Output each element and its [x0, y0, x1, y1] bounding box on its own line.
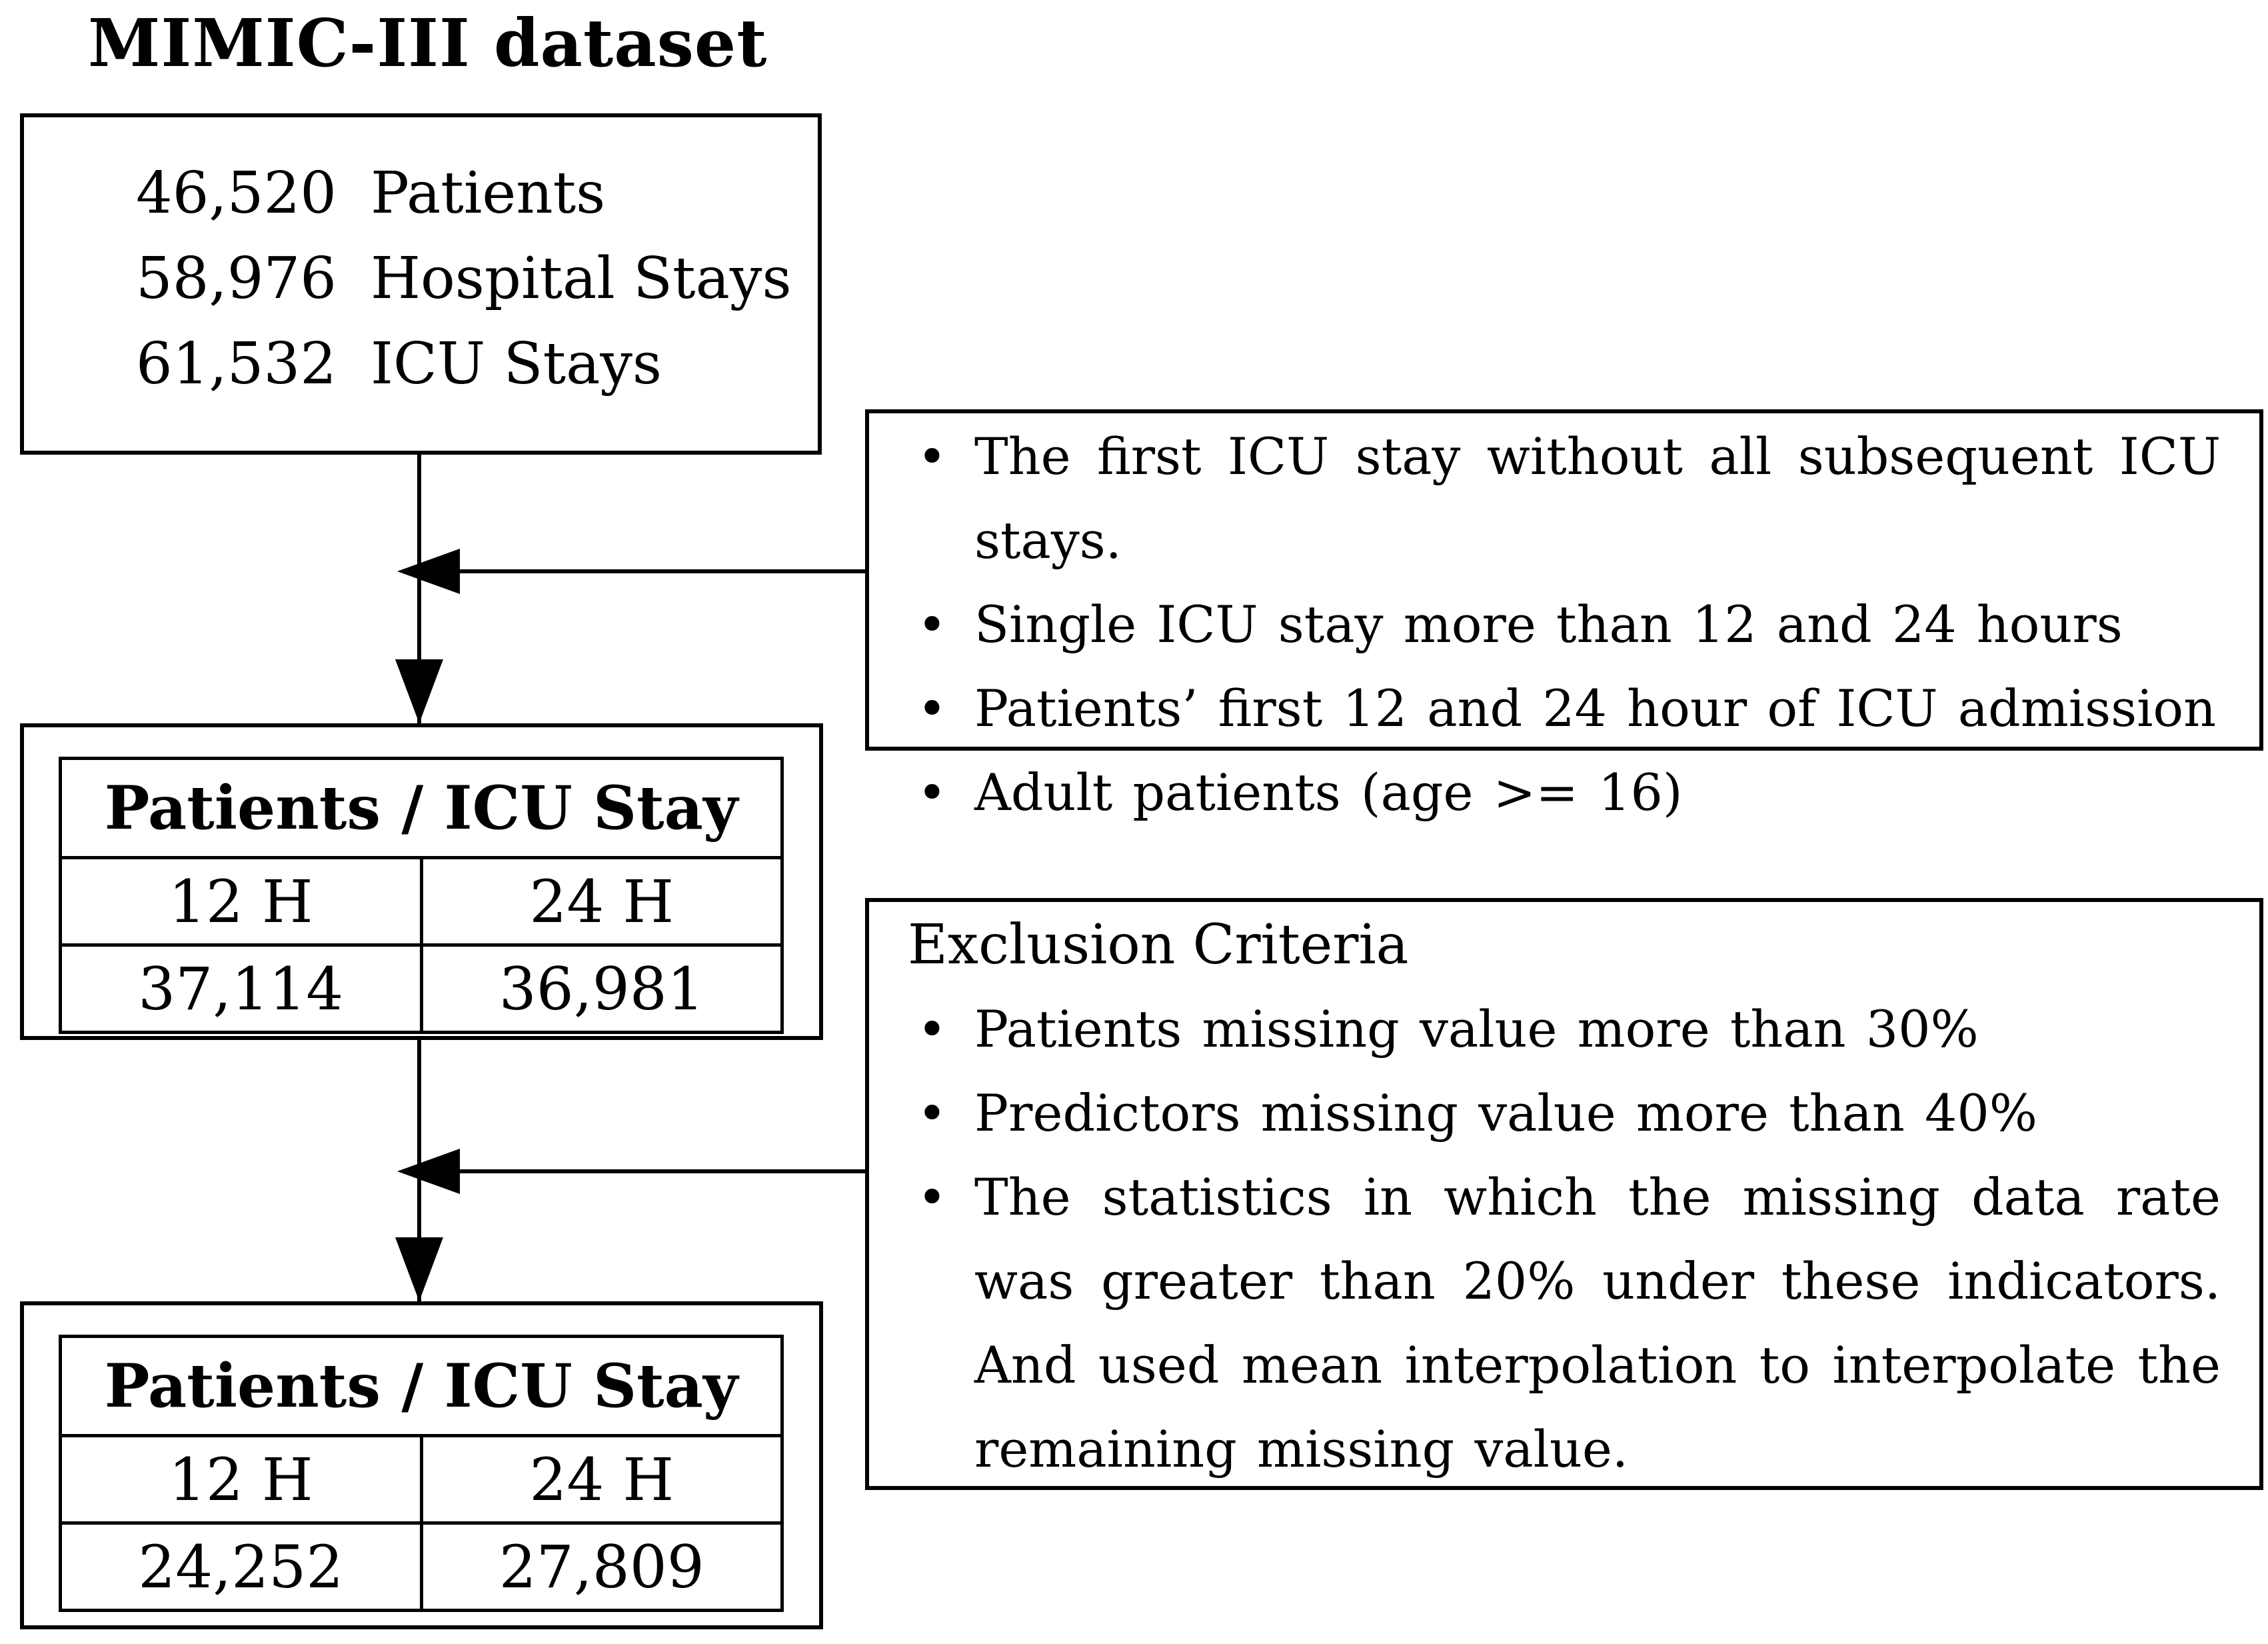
- exclusion-bullet: • Patients missing value more than 30%: [908, 987, 2221, 1071]
- bullet-icon: •: [917, 1083, 947, 1143]
- value-12h: 37,114: [59, 943, 423, 1034]
- cohort-table-2-box: Patients / ICU Stay 12 H 24 H 24,252 27,…: [20, 1301, 823, 1629]
- bullet-text: Predictors missing value more than 40%: [974, 1083, 2037, 1143]
- bullet-text: Patients missing value more than 30%: [974, 999, 1979, 1059]
- value-24h: 27,809: [419, 1521, 784, 1612]
- stat-value: 46,520: [136, 160, 337, 227]
- stat-label: Patients: [371, 160, 606, 227]
- bullet-text: Adult patients (age >= 16): [974, 763, 1683, 822]
- stat-label: ICU Stays: [371, 331, 662, 397]
- stat-row-icu-stays: 61,532 ICU Stays: [136, 321, 818, 407]
- inclusion-bullet: • Adult patients (age >= 16): [908, 751, 2221, 835]
- stat-value: 61,532: [136, 331, 337, 397]
- exclusion-bullet: • The statistics in which the missing da…: [908, 1155, 2221, 1491]
- inclusion-bullet: • Single ICU stay more than 12 and 24 ho…: [908, 583, 2221, 667]
- inclusion-bullet: • The first ICU stay without all subsequ…: [908, 415, 2221, 583]
- stat-row-hospital-stays: 58,976 Hospital Stays: [136, 236, 818, 321]
- diagram-title: MIMIC-III dataset: [88, 5, 768, 82]
- table-header: Patients / ICU Stay: [59, 1335, 784, 1437]
- column-24h: 24 H: [419, 1434, 784, 1525]
- column-24h: 24 H: [419, 856, 784, 947]
- exclusion-title: Exclusion Criteria: [908, 913, 1409, 977]
- bullet-text: Patients’ first 12 and 24 hour of ICU ad…: [974, 679, 2217, 738]
- bullet-icon: •: [917, 999, 947, 1059]
- bullet-icon: •: [917, 1167, 947, 1227]
- table-row: 37,114 36,981: [59, 943, 784, 1034]
- dataset-stats-box: 46,520 Patients 58,976 Hospital Stays 61…: [20, 113, 822, 455]
- exclusion-criteria-box: Exclusion Criteria • Patients missing va…: [865, 898, 2263, 1490]
- table-header: Patients / ICU Stay: [59, 757, 784, 859]
- inclusion-criteria-box: • The first ICU stay without all subsequ…: [865, 409, 2263, 822]
- cohort-table-1-box: Patients / ICU Stay 12 H 24 H 37,114 36,…: [20, 723, 823, 1040]
- column-12h: 12 H: [59, 1434, 423, 1525]
- table-row: 12 H 24 H: [59, 856, 784, 947]
- cohort-table-1: Patients / ICU Stay 12 H 24 H 37,114 36,…: [59, 757, 784, 1034]
- arrow-left-icon: [397, 1149, 460, 1194]
- column-12h: 12 H: [59, 856, 423, 947]
- arrow-left-icon: [397, 549, 460, 594]
- bullet-text: Single ICU stay more than 12 and 24 hour…: [974, 595, 2123, 654]
- bullet-icon: •: [917, 595, 947, 654]
- inclusion-bullet: • Patients’ first 12 and 24 hour of ICU …: [908, 667, 2221, 751]
- cohort-table-2: Patients / ICU Stay 12 H 24 H 24,252 27,…: [59, 1335, 784, 1612]
- arrow-down-icon: [395, 1237, 443, 1301]
- table-row: Patients / ICU Stay: [59, 1335, 784, 1437]
- table-row: 12 H 24 H: [59, 1434, 784, 1525]
- arrow-down-icon: [395, 659, 443, 723]
- flow-line-exclusion: [435, 1169, 868, 1173]
- stat-row-patients: 46,520 Patients: [136, 151, 818, 236]
- exclusion-bullet: • Predictors missing value more than 40%: [908, 1071, 2221, 1155]
- flow-line-inclusion: [435, 569, 868, 573]
- stat-label: Hospital Stays: [371, 245, 792, 312]
- bullet-icon: •: [917, 679, 947, 738]
- bullet-icon: •: [917, 763, 947, 822]
- table-row: 24,252 27,809: [59, 1521, 784, 1612]
- bullet-icon: •: [917, 427, 947, 486]
- table-row: Patients / ICU Stay: [59, 757, 784, 859]
- stat-value: 58,976: [136, 245, 337, 312]
- value-24h: 36,981: [419, 943, 784, 1034]
- value-12h: 24,252: [59, 1521, 423, 1612]
- bullet-text: The statistics in which the missing data…: [974, 1167, 2221, 1479]
- bullet-text: The first ICU stay without all subsequen…: [974, 427, 2221, 570]
